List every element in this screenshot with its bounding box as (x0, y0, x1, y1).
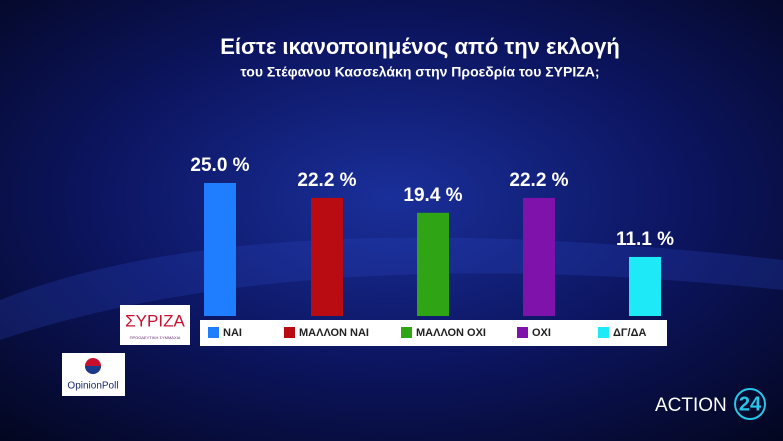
data-label: 11.1 % (616, 229, 674, 250)
legend-label: ΝΑΙ (223, 327, 242, 339)
data-label: 25.0 % (190, 155, 249, 176)
party-logo-subtitle: ΠΡΟΟΔΕΥΤΙΚΗ ΣΥΜΜΑΧΙΑ (130, 335, 181, 340)
background-swoosh (0, 237, 783, 340)
legend-swatch (517, 327, 528, 338)
data-label: 22.2 % (297, 170, 356, 191)
legend-label: ΜΑΛΛΟΝ ΟΧΙ (416, 327, 486, 339)
legend-swatch (401, 327, 412, 338)
channel-logo-ring (734, 388, 766, 420)
party-logo: ΣΥΡΙΖΑ (125, 311, 185, 330)
bar (417, 212, 449, 316)
legend-swatch (598, 327, 609, 338)
legend-label: ΜΑΛΛΟΝ ΝΑΙ (299, 327, 369, 339)
chart-subtitle: του Στέφανου Κασσελάκη στην Προεδρία του… (240, 64, 599, 80)
chart-title: Είστε ικανοποιημένος από την εκλογή (220, 34, 620, 59)
legend-label: ΟΧΙ (532, 327, 551, 339)
legend-swatch (208, 327, 219, 338)
pollster-logo-icon (85, 366, 101, 374)
channel-number: 24 (739, 393, 762, 415)
data-label: 22.2 % (509, 170, 568, 191)
legend-box (200, 320, 667, 346)
channel-logo: ACTION (655, 395, 727, 416)
pollster-logo: OpinionPoll (67, 381, 118, 392)
legend-label: ΔΓ/ΔΑ (613, 327, 646, 339)
legend-swatch (284, 327, 295, 338)
bar (204, 183, 236, 316)
bar (629, 256, 661, 316)
party-logo-box (120, 305, 190, 345)
bar (311, 197, 343, 316)
bar (523, 197, 555, 316)
data-label: 19.4 % (403, 185, 462, 206)
